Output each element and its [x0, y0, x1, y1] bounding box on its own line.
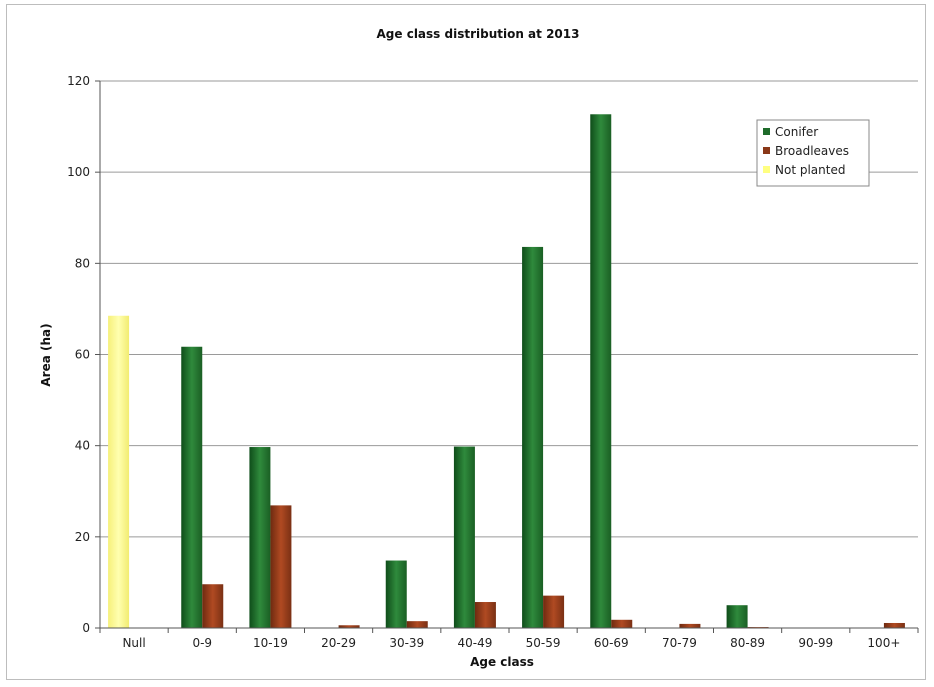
- chart-title: Age class distribution at 2013: [377, 27, 580, 41]
- bar-broadleaves-30-39: [406, 621, 428, 628]
- y-tick-label: 20: [75, 530, 90, 544]
- bar-conifer-10-19: [249, 447, 271, 628]
- x-tick-label: 100+: [867, 636, 900, 650]
- y-tick-label: 120: [67, 74, 90, 88]
- bar-broadleaves-10-19: [270, 505, 292, 628]
- bar-not-planted-null: [108, 315, 130, 628]
- x-tick-label: 50-59: [526, 636, 561, 650]
- x-tick-label: 40-49: [457, 636, 492, 650]
- bar-conifer-0-9: [181, 346, 203, 628]
- bar-broadleaves-0-9: [202, 584, 224, 628]
- bar-broadleaves-70-79: [679, 623, 701, 628]
- legend-swatch: [763, 166, 770, 173]
- legend-box: [756, 119, 870, 187]
- bar-conifer-50-59: [522, 246, 544, 628]
- x-tick-label: 20-29: [321, 636, 356, 650]
- bar-conifer-60-69: [590, 114, 612, 629]
- y-tick-label: 60: [75, 348, 90, 362]
- legend: Conifer Broadleaves Not planted: [756, 119, 870, 187]
- x-tick-label: 70-79: [662, 636, 697, 650]
- bar-conifer-80-89: [726, 605, 748, 628]
- y-tick-label: 80: [75, 256, 90, 270]
- y-tick-label: 40: [75, 439, 90, 453]
- bar-broadleaves-20-29: [338, 625, 360, 628]
- x-axis-title: Age class: [470, 655, 534, 669]
- x-tick-label: 90-99: [798, 636, 833, 650]
- x-axis-ticks: Null 0-9 10-19 20-29 30-39 40-49 50-59 60-69 70-…: [99, 628, 919, 650]
- x-tick-label: 60-69: [594, 636, 629, 650]
- legend-label: Not planted: [775, 163, 845, 177]
- legend-label: Conifer: [775, 125, 818, 139]
- x-tick-label: 10-19: [253, 636, 288, 650]
- x-tick-label: Null: [122, 636, 145, 650]
- bar-broadleaves-40-49: [474, 602, 496, 628]
- bar-broadleaves-60-69: [611, 619, 633, 628]
- legend-swatch: [763, 128, 770, 135]
- bar-broadleaves-100plus: [883, 622, 905, 628]
- y-tick-label: 0: [82, 621, 90, 635]
- bars: [108, 114, 905, 629]
- bar-conifer-40-49: [453, 446, 475, 628]
- bar-broadleaves-50-59: [543, 595, 565, 628]
- legend-label: Broadleaves: [775, 144, 849, 158]
- legend-swatch: [763, 147, 770, 154]
- x-tick-label: 0-9: [192, 636, 212, 650]
- bar-conifer-30-39: [385, 560, 407, 628]
- x-tick-label: 30-39: [389, 636, 424, 650]
- gridlines: [100, 80, 918, 538]
- y-axis-title: Area (ha): [39, 323, 53, 386]
- y-tick-label: 100: [67, 165, 90, 179]
- y-axis-ticks: 0 20 40 60 80 100 120: [67, 74, 100, 635]
- x-tick-label: 80-89: [730, 636, 765, 650]
